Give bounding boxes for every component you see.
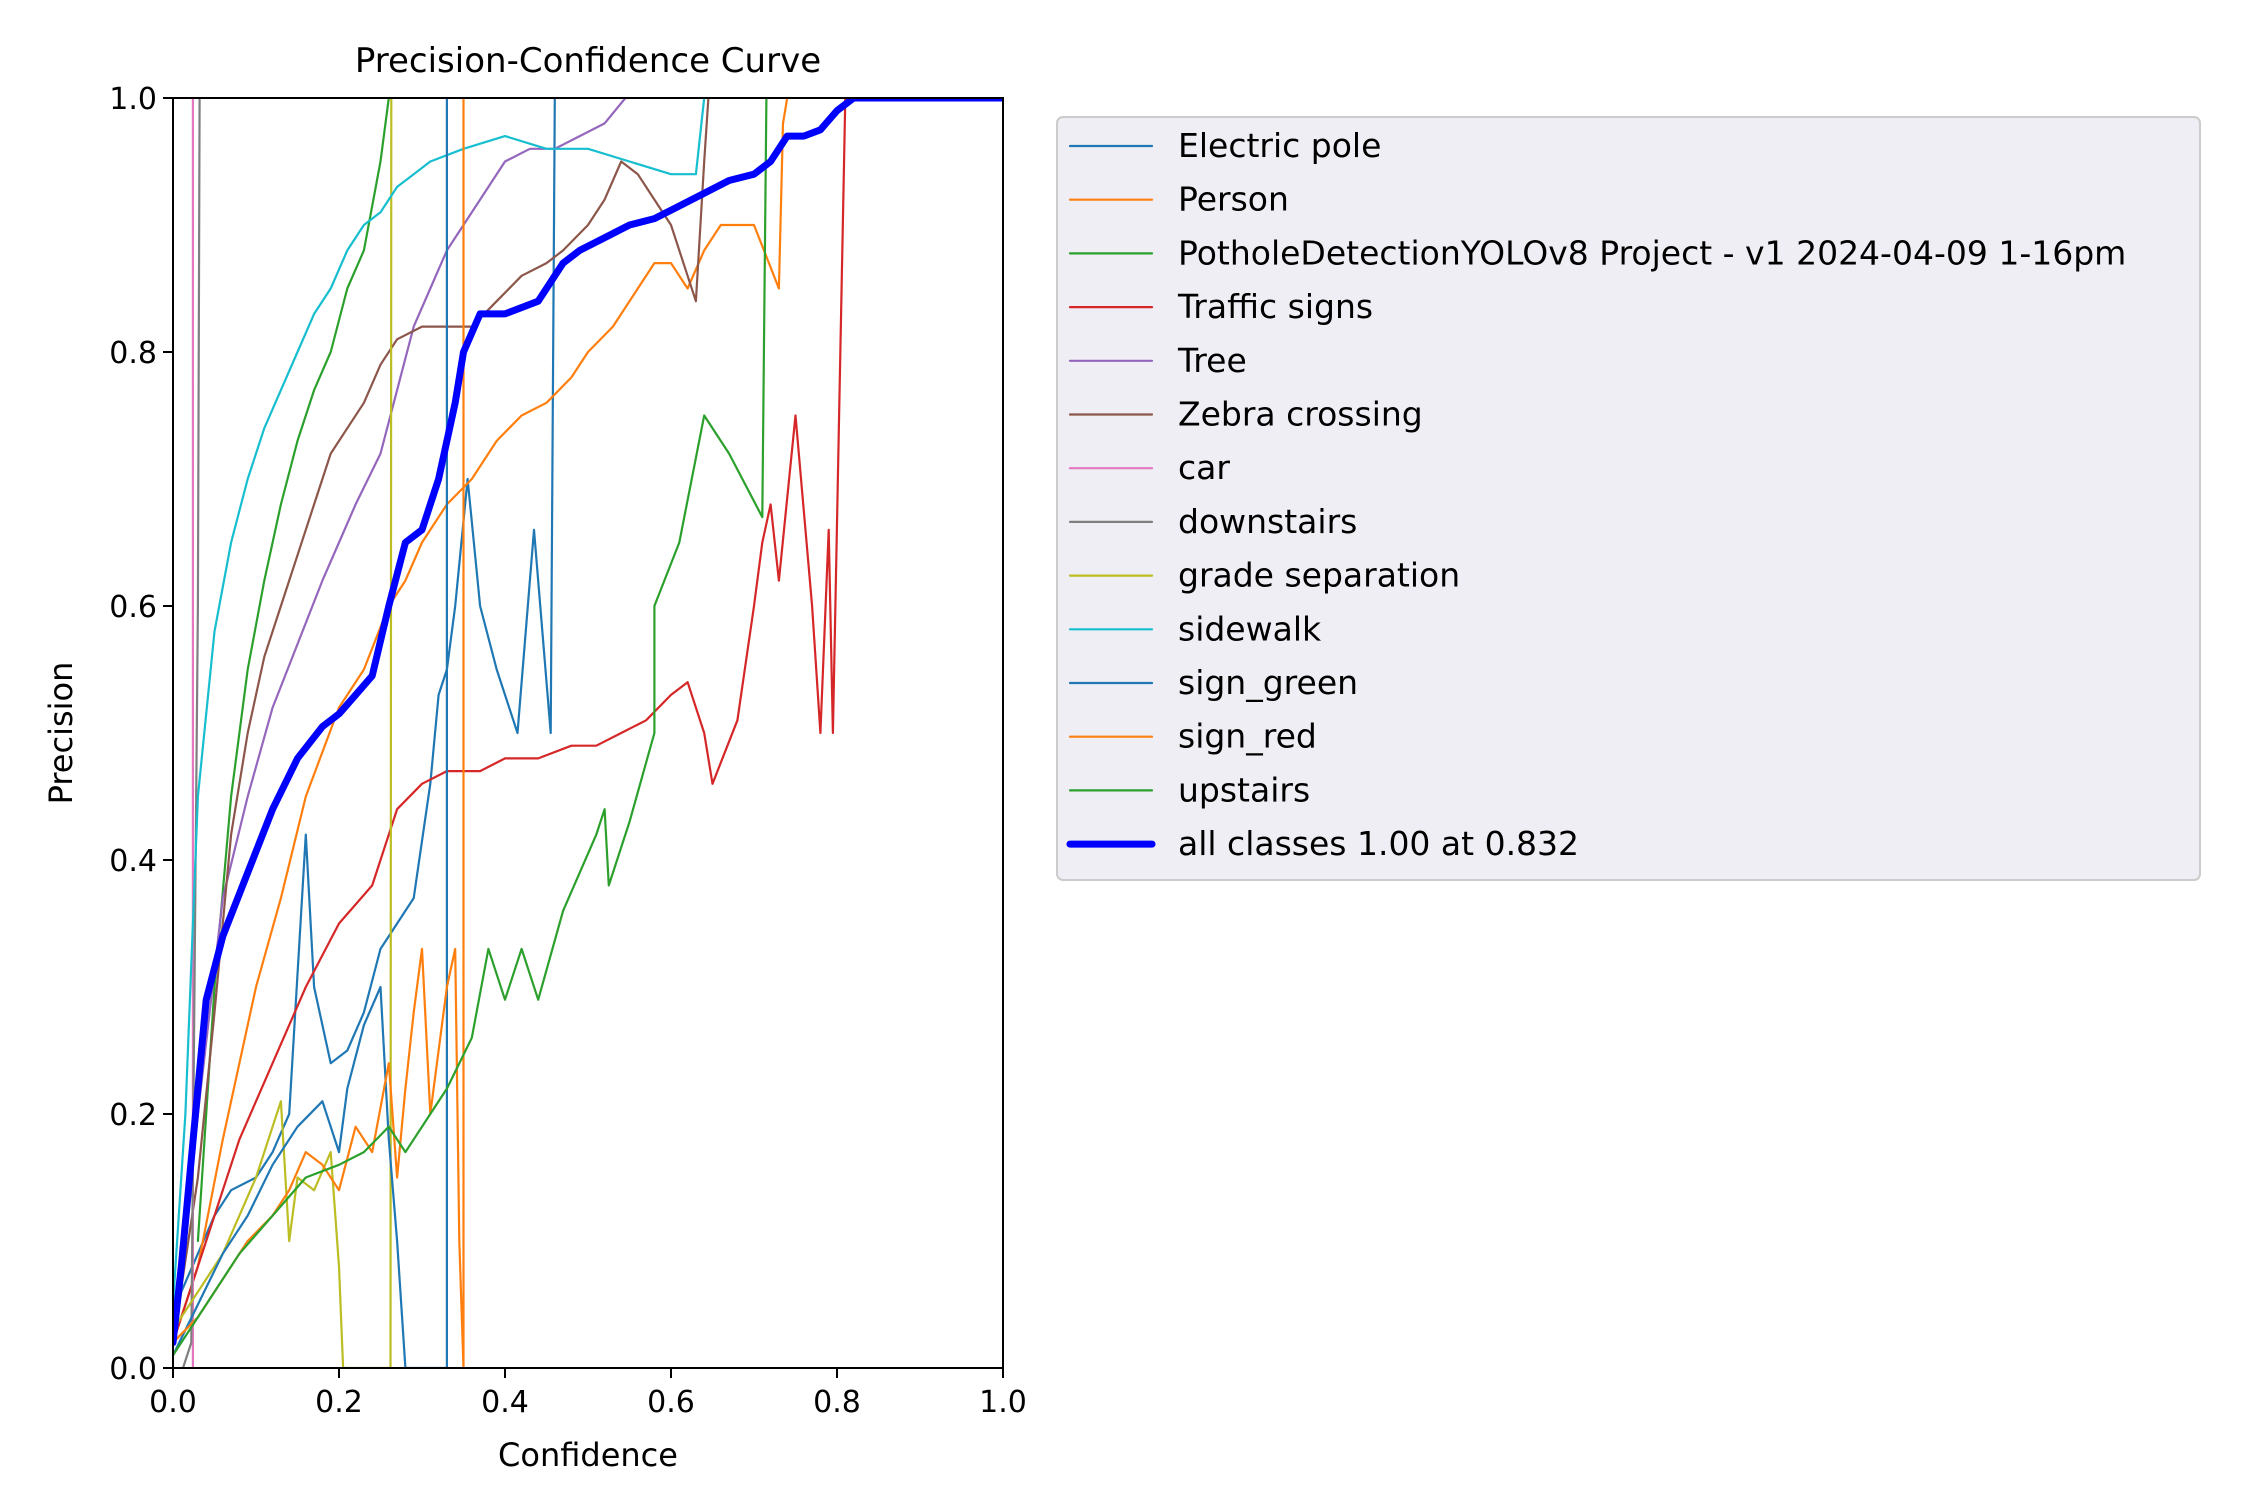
- series-line: [173, 98, 627, 1344]
- legend-label: Traffic signs: [1177, 287, 1373, 326]
- series-line: [173, 98, 768, 1357]
- legend-label: PotholeDetectionYOLOv8 Project - v1 2024…: [1178, 233, 2126, 272]
- x-tick-label: 1.0: [979, 1385, 1027, 1420]
- legend-label: sign_red: [1178, 717, 1317, 756]
- y-tick-label: 0.6: [109, 590, 157, 625]
- legend-label: Tree: [1177, 341, 1247, 380]
- legend-label: downstairs: [1178, 502, 1357, 541]
- legend-label: upstairs: [1178, 770, 1310, 809]
- series-line: [173, 98, 1003, 1347]
- legend-items: Electric pole Person PotholeDetectionYOLOv…: [1066, 126, 2126, 863]
- x-axis-label: Confidence: [498, 1436, 678, 1474]
- y-tick-label: 1.0: [109, 82, 157, 117]
- legend-label: Electric pole: [1178, 126, 1381, 165]
- legend-label: Person: [1178, 180, 1289, 219]
- y-tick-label: 0.4: [109, 844, 157, 879]
- series-line: [173, 98, 448, 1368]
- legend-label: sign_green: [1178, 663, 1358, 702]
- x-tick-label: 0.8: [813, 1385, 861, 1420]
- legend-label: car: [1178, 448, 1230, 487]
- x-tick-label: 0.6: [647, 1385, 695, 1420]
- y-tick-label: 0.8: [109, 336, 157, 371]
- legend-box: [1056, 116, 2201, 881]
- ticks-layer: 0.0 0.2 0.4 0.6 0.8 1.0 0.0 0.2 0.4 0.6 0.8 1.0: [109, 82, 1027, 1420]
- y-tick-label: 0.0: [109, 1352, 157, 1387]
- series-line: [196, 98, 390, 1243]
- series-line: [181, 98, 201, 1368]
- y-axis-label: Precision: [42, 662, 80, 805]
- series-line: [173, 98, 847, 1344]
- chart-title: Precision-Confidence Curve: [355, 41, 821, 81]
- plot-frame: [172, 97, 1004, 1369]
- legend-label: Zebra crossing: [1178, 395, 1423, 434]
- legend-label: all classes 1.00 at 0.832: [1178, 824, 1579, 863]
- legend-label: grade separation: [1178, 556, 1460, 595]
- legend-label: sidewalk: [1178, 609, 1322, 648]
- series-line: [173, 98, 556, 1344]
- series-line: [173, 98, 706, 1306]
- series-layer: [173, 98, 1003, 1368]
- series-line: [173, 98, 789, 1344]
- x-tick-label: 0.4: [481, 1385, 529, 1420]
- x-tick-label: 0.0: [149, 1385, 197, 1420]
- series-line: [173, 98, 710, 1344]
- y-tick-label: 0.2: [109, 1098, 157, 1133]
- series-line: [173, 98, 393, 1368]
- x-tick-label: 0.2: [315, 1385, 363, 1420]
- legend: Electric pole Person PotholeDetectionYOLOv…: [1056, 116, 2201, 881]
